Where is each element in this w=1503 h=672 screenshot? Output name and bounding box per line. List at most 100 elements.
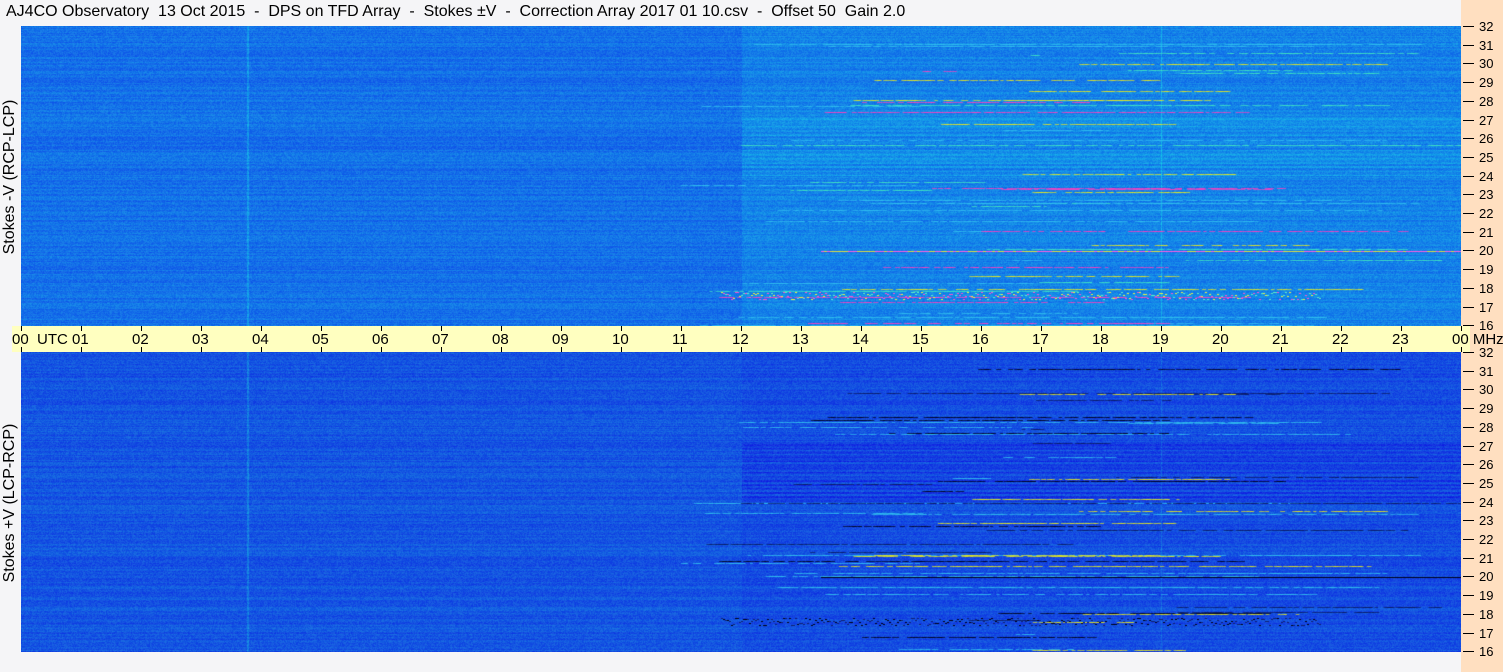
time-tick-mark — [741, 326, 742, 331]
time-tick-label: 00 UTC — [12, 331, 68, 348]
freq-tick-label: 24 — [1479, 168, 1494, 184]
top-panel-ylabel: Stokes -V (RCP-LCP) — [1, 99, 18, 255]
freq-tick-mark — [1463, 138, 1474, 140]
freq-tick-mark — [1463, 576, 1474, 578]
time-tick-mark — [141, 347, 142, 352]
freq-tick-label: 22 — [1479, 206, 1494, 221]
time-tick-label: 01 — [72, 331, 89, 348]
time-tick-mark — [21, 347, 22, 352]
freq-tick-mark — [1463, 557, 1474, 559]
time-tick-mark — [921, 326, 922, 331]
freq-tick-label: 19 — [1479, 262, 1494, 278]
time-tick-mark — [801, 326, 802, 331]
time-tick-mark — [801, 347, 802, 352]
time-tick-label: 21 — [1272, 331, 1289, 348]
time-tick-label: 13 — [792, 331, 809, 348]
time-tick-label: 09 — [552, 331, 569, 348]
time-tick-mark — [1101, 326, 1102, 331]
freq-tick-label: 25 — [1479, 149, 1494, 165]
freq-tick-label: 20 — [1479, 569, 1494, 585]
time-tick-mark — [441, 347, 442, 352]
time-tick-label: 06 — [372, 331, 389, 348]
bottom-panel-ylabel: Stokes +V (LCP-RCP) — [1, 423, 18, 583]
time-tick-mark — [1221, 347, 1222, 352]
freq-tick-mark — [1463, 26, 1474, 27]
freq-tick-mark — [1463, 389, 1474, 391]
time-tick-mark — [681, 347, 682, 352]
freq-tick-label: 32 — [1479, 345, 1494, 360]
time-tick-label: 07 — [432, 331, 449, 348]
time-tick-label: 04 — [252, 331, 269, 348]
time-tick-mark — [1041, 347, 1042, 352]
freq-tick-label: 29 — [1479, 401, 1494, 417]
freq-tick-label: 22 — [1479, 532, 1494, 547]
time-tick-mark — [1401, 326, 1402, 331]
time-tick-mark — [381, 326, 382, 331]
freq-tick-mark — [1463, 306, 1474, 308]
time-tick-mark — [1401, 347, 1402, 352]
time-tick-mark — [261, 326, 262, 331]
freq-tick-mark — [1463, 445, 1474, 447]
time-tick-label: 17 — [1032, 331, 1049, 348]
freq-tick-mark — [1463, 119, 1474, 121]
freq-tick-mark — [1463, 651, 1474, 653]
time-tick-label: 10 — [612, 331, 629, 348]
spectrogram-bottom — [21, 352, 1461, 652]
time-tick-mark — [81, 326, 82, 331]
time-tick-label: 02 — [132, 331, 149, 348]
time-tick-mark — [621, 326, 622, 331]
freq-tick-label: 29 — [1479, 75, 1494, 91]
freq-tick-label: 30 — [1479, 382, 1494, 398]
time-tick-mark — [921, 347, 922, 352]
time-tick-mark — [1461, 326, 1462, 331]
freq-tick-label: 26 — [1479, 131, 1494, 147]
freq-tick-mark — [1463, 269, 1474, 271]
freq-tick-mark — [1463, 231, 1474, 233]
time-tick-mark — [861, 326, 862, 331]
time-tick-mark — [981, 347, 982, 352]
time-tick-label: 08 — [492, 331, 509, 348]
freq-tick-label: 18 — [1479, 280, 1494, 296]
time-tick-mark — [441, 326, 442, 331]
freq-tick-label: 21 — [1479, 550, 1494, 566]
freq-tick-label: 16 — [1479, 644, 1494, 660]
freq-tick-mark — [1463, 44, 1474, 46]
freq-tick-label: 31 — [1479, 363, 1494, 379]
time-axis: 00 UTC 01 02 03 04 05 06 07 08 09 10 11 12 13 14 15 16 17… — [12, 326, 1503, 352]
freq-tick-label: 23 — [1479, 513, 1494, 529]
chart-title: AJ4CO Observatory 13 Oct 2015 - DPS on T… — [6, 3, 906, 20]
freq-tick-mark — [1463, 100, 1474, 102]
freq-tick-mark — [1463, 175, 1474, 177]
time-tick-mark — [1281, 326, 1282, 331]
time-tick-label: 16 — [972, 331, 989, 348]
freq-tick-label: 17 — [1479, 625, 1494, 641]
freq-tick-mark — [1463, 352, 1474, 353]
time-tick-mark — [1161, 326, 1162, 331]
time-tick-mark — [1221, 326, 1222, 331]
time-tick-mark — [261, 347, 262, 352]
freq-tick-mark — [1463, 595, 1474, 597]
time-tick-mark — [81, 347, 82, 352]
time-tick-mark — [201, 347, 202, 352]
time-tick-mark — [861, 347, 862, 352]
time-tick-label: 19 — [1152, 331, 1169, 348]
freq-tick-mark — [1463, 613, 1474, 615]
freq-tick-label: 28 — [1479, 93, 1494, 109]
freq-tick-mark — [1463, 82, 1474, 84]
freq-tick-label: 31 — [1479, 37, 1494, 53]
time-tick-mark — [741, 347, 742, 352]
time-tick-label: 14 — [852, 331, 869, 348]
time-tick-mark — [1101, 347, 1102, 352]
time-tick-label: 23 — [1392, 331, 1409, 348]
time-tick-mark — [381, 347, 382, 352]
freq-tick-label: 28 — [1479, 419, 1494, 435]
freq-tick-label: 16 — [1479, 318, 1494, 334]
freq-tick-mark — [1463, 632, 1474, 634]
time-tick-mark — [1341, 326, 1342, 331]
time-tick-mark — [141, 326, 142, 331]
time-tick-mark — [501, 347, 502, 352]
time-tick-mark — [501, 326, 502, 331]
freq-tick-mark — [1463, 482, 1474, 484]
time-tick-mark — [201, 326, 202, 331]
time-tick-mark — [1461, 347, 1462, 352]
